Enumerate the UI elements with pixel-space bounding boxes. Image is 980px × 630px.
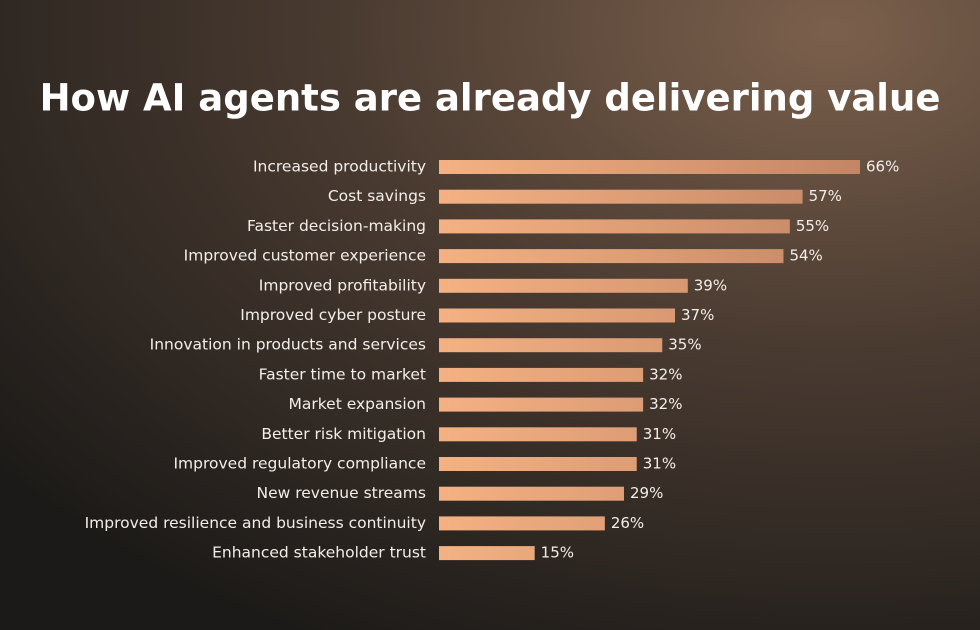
bar [439, 219, 790, 234]
bar [439, 338, 663, 353]
category-label: Enhanced stakeholder trust [212, 544, 426, 562]
bar [439, 249, 784, 264]
value-label: 35% [668, 336, 701, 354]
bar [439, 427, 637, 442]
category-label: Faster decision-making [247, 217, 426, 235]
value-label: 54% [789, 247, 822, 265]
bar [439, 278, 688, 293]
bar [439, 189, 803, 204]
value-label: 55% [796, 217, 829, 235]
category-label: Cost savings [328, 187, 426, 205]
bar [439, 308, 676, 323]
value-label: 32% [649, 395, 682, 413]
chart-title: How AI agents are already delivering val… [40, 77, 941, 120]
category-label: New revenue streams [256, 484, 426, 502]
value-label: 66% [866, 158, 899, 176]
value-label: 39% [694, 276, 727, 294]
value-label: 31% [643, 425, 676, 443]
value-label: 15% [541, 544, 574, 562]
category-label: Better risk mitigation [261, 425, 426, 443]
category-label: Improved cyber posture [240, 306, 426, 324]
bar [439, 457, 637, 471]
bar [439, 160, 860, 174]
value-label: 29% [630, 484, 663, 502]
value-label: 31% [643, 455, 676, 473]
value-label: 26% [611, 514, 644, 532]
category-label: Innovation in products and services [150, 336, 426, 354]
category-label: Improved profitability [259, 276, 426, 294]
bar [439, 546, 535, 561]
value-label: 32% [649, 365, 682, 383]
value-label: 37% [681, 306, 714, 324]
bar [439, 367, 644, 382]
category-label: Market expansion [289, 395, 427, 413]
category-label: Improved regulatory compliance [173, 455, 426, 473]
category-label: Faster time to market [259, 365, 426, 383]
category-label: Improved resilience and business continu… [85, 514, 426, 532]
category-label: Increased productivity [253, 158, 426, 176]
bar [439, 397, 644, 412]
category-label: Improved customer experience [184, 247, 426, 265]
value-label: 57% [809, 187, 842, 205]
bar [439, 486, 624, 501]
bar [439, 516, 605, 531]
